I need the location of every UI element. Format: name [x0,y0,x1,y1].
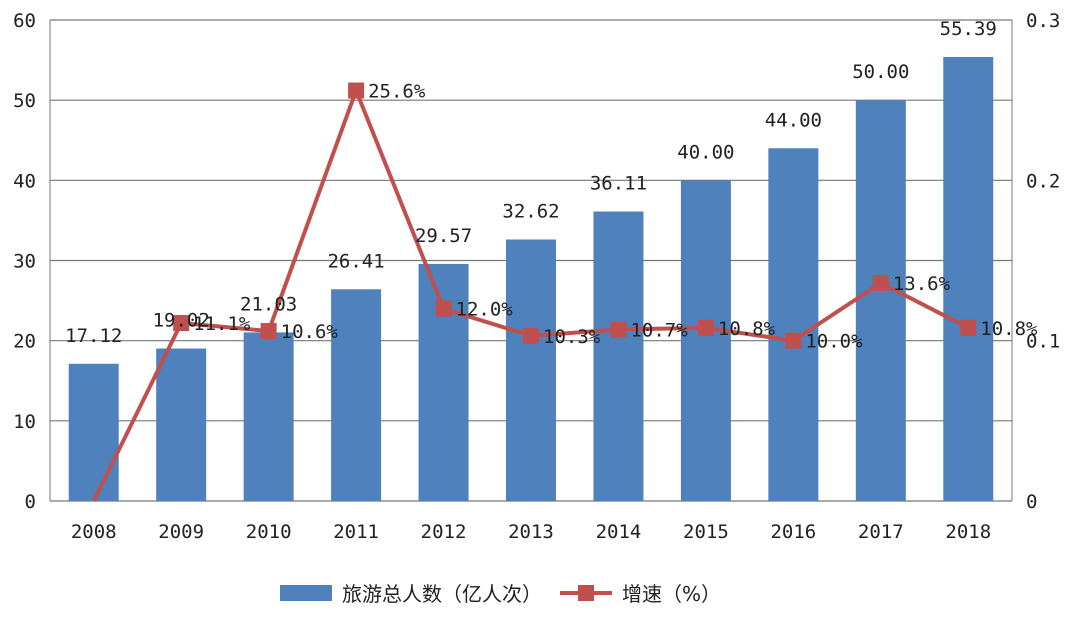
growth-marker [523,327,539,344]
x-tick-label: 2015 [683,521,729,543]
bar [593,211,644,501]
x-tick-label: 2009 [158,521,204,543]
legend-line-label: 增速（%） [622,582,722,606]
x-tick-label: 2018 [945,521,991,543]
bar [243,332,294,501]
bar-data-label: 32.62 [502,200,559,222]
growth-marker [348,82,365,99]
growth-marker [435,300,452,317]
growth-marker [173,315,190,332]
bar [768,148,819,501]
growth-data-label: 11.1% [193,313,251,335]
x-tick-label: 2012 [421,521,467,543]
y-right-tick-label: 0 [1026,491,1037,513]
legend-bar-label: 旅游总人数（亿人次） [342,582,542,606]
bar [68,363,119,501]
y-left-tick-label: 10 [13,411,36,433]
y-right-tick-label: 0.1 [1026,331,1060,353]
bar-data-label: 26.41 [327,250,384,272]
bar-data-label: 36.11 [590,173,647,195]
bar-data-label: 55.39 [940,18,997,40]
bar-data-label: 19.02 [153,310,210,332]
x-tick-label: 2008 [71,521,117,543]
bar [855,100,906,502]
bar-data-label: 29.57 [415,225,472,247]
y-right-tick-label: 0.2 [1026,170,1060,192]
x-tick-label: 2017 [858,521,904,543]
growth-data-label: 10.7% [630,319,688,341]
y-right-tick-label: 0.3 [1026,10,1060,32]
legend: 旅游总人数（亿人次） 增速（%） [280,578,721,607]
bar [156,348,207,501]
growth-data-label: 25.6% [368,81,426,103]
growth-marker [872,274,889,291]
bar [943,56,994,501]
y-left-tick-label: 30 [13,251,36,273]
bar [680,180,731,502]
growth-data-label: 10.0% [805,331,863,353]
growth-marker [785,332,802,349]
bar-data-label: 40.00 [677,141,734,163]
growth-data-label: 12.0% [456,299,514,321]
y-left-tick-label: 50 [13,90,36,112]
y-left-tick-label: 0 [25,491,36,513]
y-left-tick-label: 60 [13,10,36,32]
growth-marker [960,319,977,336]
bar-data-label: 50.00 [852,61,909,83]
growth-data-label: 10.6% [281,321,339,343]
bar-data-label: 17.12 [65,325,122,347]
growth-data-label: 10.3% [543,326,601,348]
x-tick-label: 2010 [246,521,292,543]
growth-data-label: 10.8% [718,318,776,340]
legend-line-swatch [560,584,612,601]
legend-bar-swatch [280,584,332,601]
bar [506,239,556,501]
x-tick-label: 2011 [333,521,379,543]
bar-data-label: 44.00 [765,109,822,131]
x-tick-label: 2014 [596,521,642,543]
growth-marker [610,321,627,338]
x-tick-label: 2016 [770,521,816,543]
y-left-tick-label: 40 [13,170,36,192]
growth-marker [697,319,714,336]
y-left-tick-label: 20 [13,331,36,353]
x-tick-label: 2013 [508,521,554,543]
growth-data-label: 13.6% [893,273,951,295]
bar-data-label: 21.03 [240,293,297,315]
growth-data-label: 10.8% [980,318,1038,340]
bar [331,289,382,501]
growth-marker [260,323,277,340]
